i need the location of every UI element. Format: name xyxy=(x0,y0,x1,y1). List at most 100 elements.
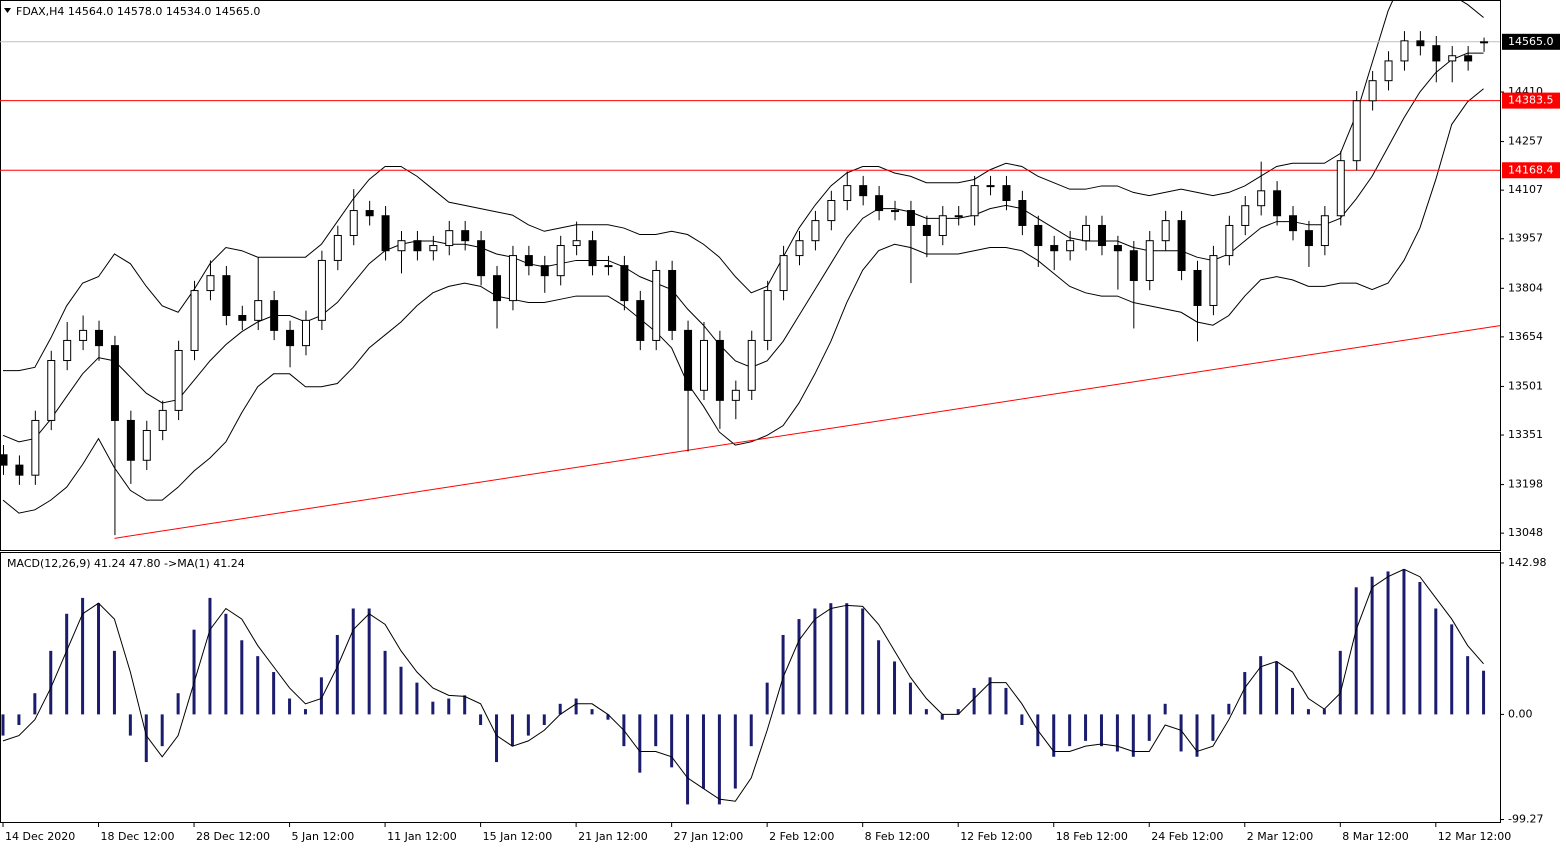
candle-body xyxy=(843,185,852,202)
macd-bar xyxy=(495,714,499,763)
macd-bar xyxy=(1434,608,1438,715)
candle-body xyxy=(222,275,231,317)
candle-body xyxy=(763,290,772,341)
macd-bar xyxy=(1370,576,1374,715)
macd-bar xyxy=(1147,714,1151,741)
candle-body xyxy=(1209,255,1218,306)
macd-bar xyxy=(160,714,164,747)
y-tick-label: 14257 xyxy=(1508,135,1543,148)
macd-bar xyxy=(128,714,132,736)
x-tick-label: 12 Mar 12:00 xyxy=(1438,830,1511,843)
macd-bar xyxy=(17,714,21,725)
macd-bar xyxy=(65,613,69,715)
candle-body xyxy=(652,269,661,341)
candle-body xyxy=(620,265,629,302)
macd-bar xyxy=(526,714,530,736)
macd-bar xyxy=(447,698,451,715)
x-tick-label: 14 Dec 2020 xyxy=(5,830,75,843)
macd-bar xyxy=(1,714,5,736)
candle-body xyxy=(110,345,119,421)
macd-bar xyxy=(877,640,881,715)
macd-bar xyxy=(510,714,514,747)
macd-bar xyxy=(1450,624,1454,715)
candle-body xyxy=(540,265,549,277)
macd-bar xyxy=(845,603,849,715)
macd-bar xyxy=(1163,703,1167,715)
x-tick-label: 24 Feb 12:00 xyxy=(1151,830,1223,843)
candle-body xyxy=(827,200,836,222)
macd-bar xyxy=(813,608,817,715)
candle-body xyxy=(1145,240,1154,282)
macd-bar xyxy=(1418,582,1422,715)
signal-line xyxy=(2,568,1484,802)
x-tick-label: 12 Feb 12:00 xyxy=(960,830,1032,843)
macd-bar xyxy=(1227,703,1231,715)
candle-body xyxy=(238,315,247,321)
macd-bar xyxy=(144,714,148,763)
macd-bar xyxy=(638,714,642,773)
macd-bar xyxy=(1084,714,1088,741)
macd-bar xyxy=(351,608,355,715)
candle-body xyxy=(922,224,931,236)
macd-bar xyxy=(1052,714,1056,757)
candle-body xyxy=(445,230,454,247)
x-tick-label: 28 Dec 12:00 xyxy=(196,830,270,843)
macd-bar xyxy=(670,714,674,768)
candle-body xyxy=(699,339,708,391)
macd-bar xyxy=(654,714,658,747)
macd-bar xyxy=(717,714,721,805)
candle-body xyxy=(604,265,613,268)
macd-bar xyxy=(1322,709,1326,715)
macd-bar xyxy=(240,640,244,715)
candle-body xyxy=(795,240,804,257)
candle-body xyxy=(986,185,995,188)
candle-body xyxy=(556,245,565,277)
macd-bar xyxy=(97,603,101,715)
macd-bar xyxy=(797,619,801,715)
candle-body xyxy=(254,300,263,321)
macd-bar xyxy=(829,603,833,715)
macd-bar xyxy=(686,714,690,805)
candle-body xyxy=(1480,41,1489,44)
level-tag xyxy=(1502,92,1560,109)
macd-bar xyxy=(33,693,37,715)
candle-body xyxy=(0,454,8,466)
macd-bar xyxy=(224,613,228,715)
y-tick-label: 13501 xyxy=(1508,379,1543,392)
candle-body xyxy=(508,255,517,302)
macd-bar xyxy=(1259,656,1263,715)
bollinger-band xyxy=(2,88,1484,514)
candle-body xyxy=(493,275,502,302)
candle-body xyxy=(333,234,342,261)
last-price-tag xyxy=(1502,33,1560,50)
x-tick-label: 18 Dec 12:00 xyxy=(101,830,175,843)
candle-body xyxy=(1193,269,1202,306)
macd-bar xyxy=(1354,587,1358,715)
candle-body xyxy=(1464,55,1473,62)
macd-bar xyxy=(1338,650,1342,715)
candle-body xyxy=(1113,245,1122,252)
level-tag xyxy=(1502,162,1560,179)
candle-body xyxy=(47,360,56,421)
candle-body xyxy=(875,195,884,212)
x-tick-label: 11 Jan 12:00 xyxy=(387,830,457,843)
candle-body xyxy=(461,230,470,242)
macd-bar xyxy=(1306,709,1310,715)
macd-bar xyxy=(288,698,292,715)
x-tick-label: 2 Feb 12:00 xyxy=(769,830,834,843)
macd-bar xyxy=(1291,687,1295,715)
candle-body xyxy=(1352,100,1361,162)
chart-title: FDAX,H4 14564.0 14578.0 14534.0 14565.0 xyxy=(16,5,260,18)
macd-bar xyxy=(590,709,594,715)
macd-bar xyxy=(558,703,562,715)
candle-body xyxy=(891,210,900,213)
level-label: 14168.4 xyxy=(1508,163,1554,176)
macd-bar xyxy=(749,714,753,747)
macd-bar xyxy=(765,682,769,715)
x-tick-label: 15 Jan 12:00 xyxy=(483,830,553,843)
macd-bar xyxy=(956,709,960,715)
macd-bar xyxy=(606,714,610,720)
macd-panel xyxy=(0,552,1501,823)
candle-body xyxy=(588,240,597,267)
